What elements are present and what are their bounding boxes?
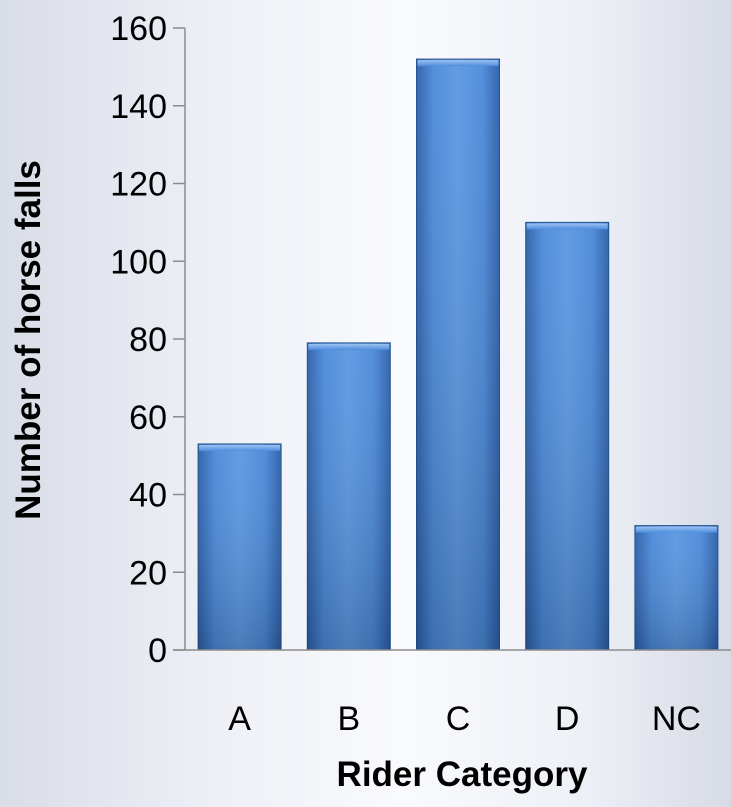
bar-top-highlight xyxy=(199,444,281,451)
x-axis: A B C D NC xyxy=(173,649,731,738)
bar-shade xyxy=(416,59,500,651)
bar-top-highlight xyxy=(308,343,390,350)
y-axis: 0 20 40 60 80 100 120 140 160 xyxy=(110,10,186,670)
y-tick-label: 120 xyxy=(110,166,167,204)
y-tick-label: 40 xyxy=(129,477,167,515)
x-tick-label: NC xyxy=(652,700,701,738)
y-tick-label: 140 xyxy=(110,88,167,126)
bar-shade xyxy=(634,525,718,650)
x-tick-label: B xyxy=(337,700,360,738)
bar-d xyxy=(525,221,610,651)
bar-top-highlight xyxy=(526,223,608,230)
x-axis-title: Rider Category xyxy=(337,755,588,794)
bar-c xyxy=(416,58,500,651)
y-tick-label: 100 xyxy=(110,243,167,281)
bar-nc xyxy=(634,525,719,651)
y-tick-label: 80 xyxy=(129,321,167,359)
y-tick-label: 160 xyxy=(110,10,167,48)
bar-shade xyxy=(525,222,609,650)
x-tick-label: A xyxy=(228,700,251,738)
bar-top-highlight xyxy=(417,60,499,67)
bar-a xyxy=(197,443,282,651)
bar-shade xyxy=(307,342,391,650)
bar-shade xyxy=(198,443,282,650)
y-tick-label: 60 xyxy=(129,399,167,437)
x-tick-label: C xyxy=(446,700,471,738)
bars xyxy=(197,58,719,651)
bar-b xyxy=(306,342,391,651)
x-tick-label: D xyxy=(555,700,580,738)
y-tick-label: 20 xyxy=(129,554,167,592)
y-tick-label: 0 xyxy=(148,632,167,670)
y-axis-title: Number of horse falls xyxy=(9,160,48,520)
bar-top-highlight xyxy=(635,526,717,533)
